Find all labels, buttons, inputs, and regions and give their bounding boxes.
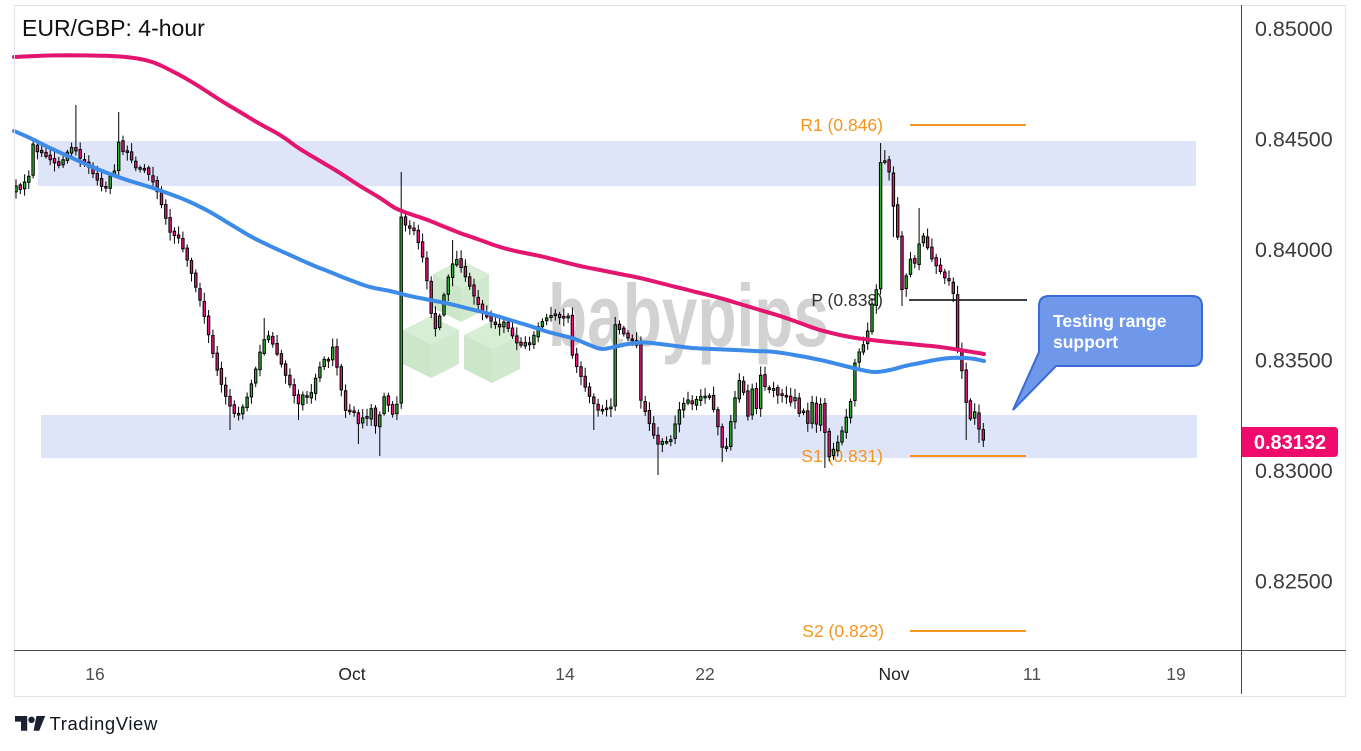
svg-text:0.83500: 0.83500 xyxy=(1255,349,1333,373)
svg-text:Testing range: Testing range xyxy=(1053,311,1167,331)
svg-text:14: 14 xyxy=(555,664,575,684)
svg-text:S1 (0.831): S1 (0.831) xyxy=(801,446,883,466)
svg-text:0.84000: 0.84000 xyxy=(1255,238,1333,262)
svg-text:22: 22 xyxy=(695,664,714,684)
svg-text:babypips: babypips xyxy=(548,266,829,365)
svg-text:Nov: Nov xyxy=(878,664,909,684)
svg-text:Oct: Oct xyxy=(338,664,365,684)
svg-text:11: 11 xyxy=(1023,664,1041,684)
svg-text:0.82500: 0.82500 xyxy=(1255,570,1333,594)
svg-text:P (0.838): P (0.838) xyxy=(811,290,883,310)
svg-text:16: 16 xyxy=(85,664,104,684)
svg-text:0.85000: 0.85000 xyxy=(1255,17,1333,41)
svg-text:0.83000: 0.83000 xyxy=(1255,459,1333,483)
svg-text:0.83132: 0.83132 xyxy=(1254,432,1326,454)
svg-text:support: support xyxy=(1053,332,1118,352)
svg-text:S2 (0.823): S2 (0.823) xyxy=(802,621,884,641)
svg-text:19: 19 xyxy=(1166,664,1185,684)
svg-text:0.84500: 0.84500 xyxy=(1255,127,1333,151)
svg-text:R1 (0.846): R1 (0.846) xyxy=(800,115,883,135)
svg-text:TradingView: TradingView xyxy=(50,713,158,734)
svg-text:EUR/GBP: 4-hour: EUR/GBP: 4-hour xyxy=(22,15,205,41)
